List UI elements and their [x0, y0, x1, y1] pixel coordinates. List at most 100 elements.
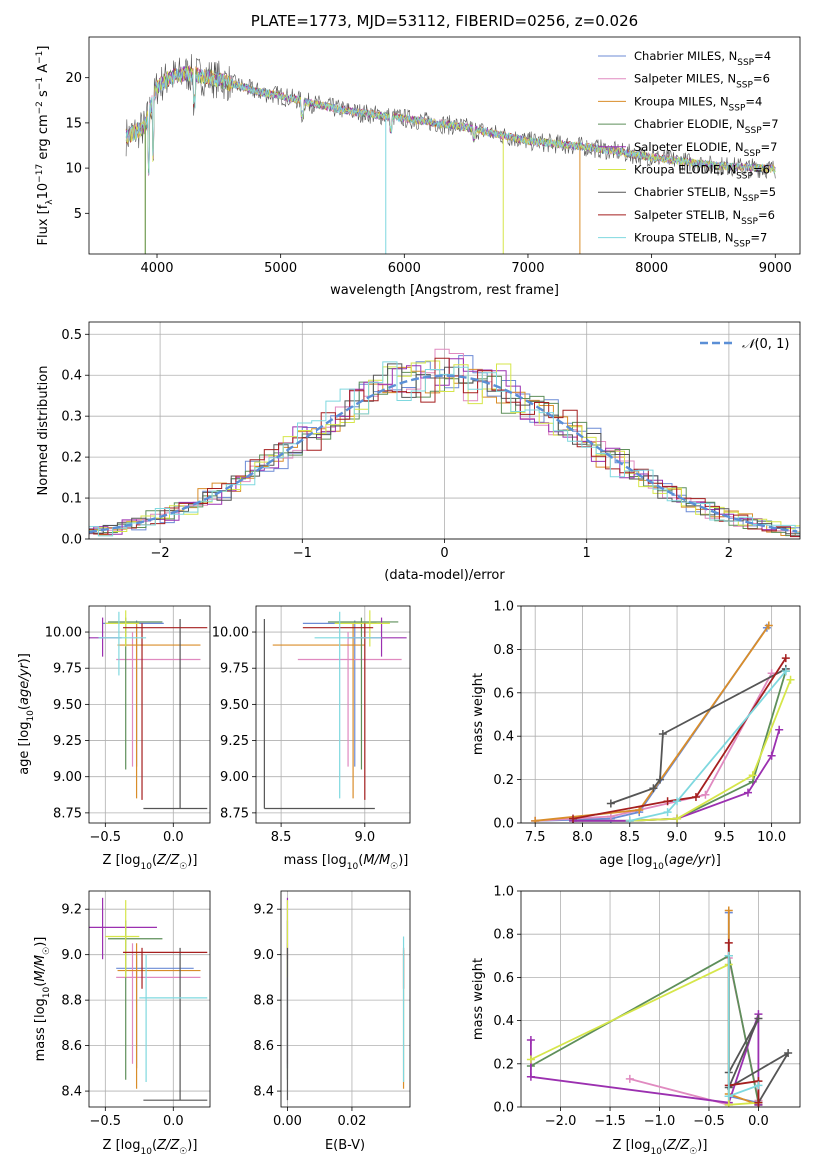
y-tick-label: 8.4 — [253, 1085, 274, 1100]
x-tick-label: 0.00 — [273, 1114, 302, 1129]
errorbar-kroupa-stelib — [139, 954, 208, 1082]
y-tick-label: 0.8 — [493, 643, 514, 658]
x-tick-label: −0.5 — [90, 1114, 122, 1129]
errorbar-salpeter-miles — [297, 632, 402, 767]
axes-mass_weight_vs_age: 7.5 8.0 8.5 9.0 9.5 10.0 0.0 0.2 0.4 0.6 0.8 1.0 age… — [471, 600, 801, 872]
data-point — [754, 1098, 763, 1107]
x-tick-label: 9.0 — [667, 830, 688, 845]
data-point — [724, 1100, 733, 1107]
data-point — [724, 1092, 733, 1101]
errorbar-chabrier-stelib — [263, 619, 375, 810]
plot-area-mass_weight_vs_Z — [526, 906, 793, 1107]
x-tick-label: 9.0 — [354, 830, 375, 845]
x-axis-label: mass [log10(M/M☉)] — [284, 853, 409, 872]
axes-frame — [88, 36, 801, 255]
series-line — [530, 962, 759, 1106]
y-tick-label: 0.0 — [61, 533, 82, 548]
y-axis-label: Normed distribution — [36, 366, 51, 496]
plot-area-residuals — [89, 348, 800, 538]
y-tick-label: 0.4 — [493, 1014, 514, 1029]
y-tick-label: 0.5 — [61, 328, 82, 343]
data-point — [724, 906, 733, 915]
data-point — [673, 814, 682, 823]
plot-area-age_vs_Z — [89, 610, 208, 810]
y-tick-label: 1.0 — [493, 885, 514, 900]
errorbar-kroupa-stelib — [314, 611, 382, 799]
data-point — [784, 1049, 793, 1057]
errorbar-salpeter-miles — [116, 943, 201, 1064]
data-point — [764, 621, 773, 630]
normal-curve — [89, 374, 798, 533]
series-kroupa-stelib — [625, 667, 790, 823]
axes-age_vs_Z: −0.5 0.0 8.75 9.00 9.25 9.50 9.75 10.00 Z [log10… — [17, 605, 211, 872]
x-tick-label: 1 — [583, 546, 591, 561]
errorbar-chabrier-miles — [102, 620, 164, 767]
data-point — [748, 771, 757, 780]
errorbar-chabrier-stelib — [143, 619, 208, 810]
x-tick-label: 4000 — [140, 261, 173, 276]
data-point — [781, 667, 790, 676]
errorbar-salpeter-miles — [116, 632, 201, 767]
x-axis-label: Z [log10(Z/Z☉)] — [103, 1138, 198, 1157]
errorbar-kroupa-miles — [117, 623, 201, 799]
errorbar-salpeter-stelib — [122, 947, 208, 989]
x-tick-label: 0.0 — [163, 830, 184, 845]
y-axis-label: Flux [fλ10−17 erg cm−2 s−1 A−1] — [35, 46, 55, 246]
x-tick-label: 0.0 — [163, 1114, 184, 1129]
y-tick-label: 15 — [65, 116, 82, 131]
legend-entry-normal: 𝒩(0, 1) — [742, 337, 789, 352]
y-tick-label: 9.0 — [253, 948, 274, 963]
axes-mass_weight_vs_Z: −2.0 −1.5 −1.0 −0.5 0.0 0.0 0.2 0.4 0.6 0.8 1.0 Z [… — [471, 885, 801, 1157]
y-tick-label: 20 — [65, 71, 82, 86]
x-tick-label: 2 — [725, 546, 733, 561]
data-point — [691, 792, 700, 801]
y-tick-label: 9.25 — [220, 734, 249, 749]
data-point — [781, 654, 790, 663]
x-tick-label: 8.5 — [619, 830, 640, 845]
y-tick-label: 9.00 — [220, 770, 249, 785]
x-tick-label: 7.5 — [525, 830, 546, 845]
legend-entry-chabrier-miles: Chabrier MILES, NSSP=4 — [634, 49, 771, 68]
y-tick-label: 0.0 — [493, 1101, 514, 1116]
data-point — [606, 799, 615, 808]
plot-area-age_vs_mass — [263, 610, 407, 810]
y-tick-label: 5 — [74, 207, 82, 222]
spectrum-line-kroupa-stelib — [125, 68, 776, 176]
data-point — [663, 808, 672, 817]
errorbar-kroupa-miles — [117, 943, 201, 1089]
y-tick-label: 0.2 — [61, 451, 82, 466]
data-point — [625, 1074, 634, 1083]
y-tick-label: 8.75 — [53, 806, 82, 821]
y-tick-label: 0.0 — [493, 817, 514, 832]
x-tick-label: −0.5 — [90, 830, 122, 845]
plot-area-mass_weight_vs_age — [531, 621, 795, 823]
histogram-kroupa-miles — [89, 366, 800, 536]
data-point — [724, 938, 733, 947]
x-tick-label: −2 — [151, 546, 170, 561]
y-tick-label: 0.1 — [61, 492, 82, 507]
errorbar-chabrier-elodie — [327, 617, 399, 770]
axes-frame — [280, 890, 411, 1108]
series-kroupa-stelib — [724, 951, 763, 1101]
y-tick-label: 9.75 — [53, 662, 82, 677]
axes-mass_vs_ebv: 0.00 0.02 8.4 8.6 8.8 9.0 9.2 E(B-V) — [253, 890, 411, 1153]
y-tick-label: 8.75 — [220, 806, 249, 821]
y-tick-label: 0.4 — [493, 730, 514, 745]
series-line — [573, 729, 781, 822]
y-tick-label: 8.4 — [61, 1085, 82, 1100]
axes-mass_vs_Z: −0.5 0.0 8.4 8.6 8.8 9.0 9.2 Z [log10(Z/Z☉)] mas… — [33, 890, 211, 1157]
x-tick-label: −1.5 — [594, 1114, 626, 1129]
data-point — [754, 1081, 763, 1090]
errorbar-chabrier-stelib — [143, 947, 208, 1101]
legend-entry-kroupa-elodie: Kroupa ELODIE, NSSP=6 — [634, 163, 770, 182]
data-point — [786, 675, 795, 684]
data-point — [526, 1072, 535, 1081]
errorbar-kroupa-stelib — [98, 611, 147, 676]
x-tick-label: −1.0 — [644, 1114, 676, 1129]
axes-frame — [520, 605, 801, 824]
y-tick-label: 0.4 — [61, 369, 82, 384]
series-salpeter-stelib — [569, 654, 790, 823]
y-tick-label: 9.2 — [61, 903, 82, 918]
y-tick-label: 9.0 — [61, 948, 82, 963]
